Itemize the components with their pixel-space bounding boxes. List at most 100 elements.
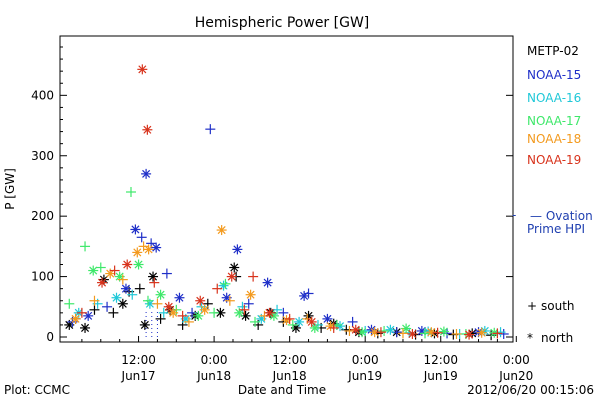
point-metp-02-south (134, 283, 145, 294)
point-noaa-19-north (97, 277, 108, 288)
point-noaa-17-north (438, 326, 449, 337)
point-noaa-17-south (95, 262, 106, 273)
point-noaa-19-north (137, 64, 148, 75)
footer-credit: Plot: CCMC (4, 383, 70, 397)
point-metp-02-north (139, 319, 150, 330)
legend-item-noaa-15: NOAA-15 (527, 68, 581, 82)
point-metp-02-north (148, 271, 159, 282)
point-noaa-18-south (224, 295, 235, 306)
point-noaa-17-south (220, 278, 231, 289)
point-metp-02-north (117, 298, 128, 309)
point-metp-02-north (229, 262, 240, 273)
point-noaa-19-south (432, 327, 443, 338)
point-noaa-18-north (70, 313, 81, 324)
x-tick-date-label: Jun20 (498, 369, 533, 383)
point-noaa-18-north (216, 225, 227, 236)
point-noaa-18-north (245, 289, 256, 300)
point-noaa-19-north (142, 124, 153, 135)
legend-north-symbol: * (527, 331, 533, 345)
point-noaa-17-south (125, 187, 136, 197)
x-tick-time-label: 12:00 (121, 353, 156, 367)
legend-item-noaa-16: NOAA-16 (527, 91, 581, 105)
chart-title: Hemispheric Power [GW] (195, 15, 370, 31)
point-noaa-16-south (158, 307, 169, 318)
y-tick-label: 400 (31, 88, 54, 102)
point-noaa-19-north (122, 259, 133, 270)
point-noaa-15-south (347, 316, 358, 327)
legend-item-noaa-17: NOAA-17 (527, 114, 581, 128)
point-noaa-19-south (492, 328, 503, 339)
point-noaa-17-north (133, 259, 144, 270)
point-noaa-18-south (259, 310, 270, 321)
legend-item-metp-02: METP-02 (527, 44, 579, 58)
point-noaa-18-north (143, 244, 154, 255)
y-axis-label: P [GW] (3, 168, 17, 210)
point-noaa-19-north (350, 324, 361, 335)
point-metp-02-north (80, 322, 91, 333)
point-noaa-15-south (205, 124, 216, 135)
x-tick-date-label: Jun19 (423, 369, 458, 383)
point-noaa-18-north (199, 304, 210, 315)
point-noaa-19-north (264, 307, 275, 318)
point-noaa-18-north (105, 268, 116, 279)
point-noaa-15-south (303, 288, 314, 299)
point-noaa-19-north (195, 295, 206, 306)
point-noaa-19-north (163, 301, 174, 312)
point-noaa-15-north (141, 168, 152, 179)
footer-timestamp: 2012/06/20 00:15:06 (467, 383, 594, 397)
x-tick-time-label: 0:00 (201, 353, 228, 367)
point-noaa-16-north (111, 292, 122, 303)
data-points (64, 64, 509, 341)
point-noaa-19-south (284, 313, 295, 324)
y-axis-ticks: 0 100 200 300 400 (31, 46, 513, 344)
point-noaa-19-south (76, 307, 87, 318)
point-noaa-17-south (287, 319, 298, 330)
point-noaa-19-south (375, 327, 386, 338)
point-noaa-17-south (420, 328, 431, 339)
legend-ovation-line2: Prime HPI (527, 222, 585, 236)
point-noaa-17-south (250, 316, 261, 327)
point-noaa-15-north (322, 313, 333, 324)
point-noaa-19-south (212, 283, 223, 294)
legend-north-label: north (541, 331, 573, 345)
point-noaa-17-north (155, 289, 166, 300)
x-tick-time-label: 0:00 (352, 353, 379, 367)
point-noaa-15-south (161, 268, 172, 279)
point-noaa-15-north (83, 310, 94, 321)
point-noaa-18-south (89, 295, 100, 306)
point-noaa-17-north (88, 265, 99, 276)
point-noaa-15-south (243, 298, 254, 309)
x-axis-label: Date and Time (238, 383, 326, 397)
point-noaa-15-north (151, 242, 162, 253)
point-noaa-17-south (64, 298, 75, 309)
point-metp-02-north (290, 322, 301, 333)
y-tick-label: 300 (31, 149, 54, 163)
y-tick-label: 0 (46, 330, 54, 344)
x-tick-date-label: Jun19 (347, 369, 382, 383)
point-metp-02-south (155, 313, 166, 324)
point-noaa-15-north (130, 224, 141, 235)
point-noaa-18-north (132, 247, 143, 258)
point-noaa-18-south (397, 328, 408, 339)
point-noaa-18-north (476, 327, 487, 338)
x-tick-date-label: Jun18 (272, 369, 307, 383)
point-noaa-18-north (168, 307, 179, 318)
point-noaa-18-south (138, 241, 149, 252)
point-noaa-19-south (149, 277, 160, 288)
point-noaa-19-south (248, 271, 259, 282)
point-noaa-18-north (426, 327, 437, 338)
legend-item-noaa-19: NOAA-19 (527, 153, 581, 167)
legend-south-label: south (541, 299, 575, 313)
y-tick-label: 100 (31, 270, 54, 284)
x-tick-date-label: Jun17 (121, 369, 156, 383)
point-noaa-16-south (127, 289, 138, 300)
point-noaa-19-north (226, 271, 237, 282)
x-tick-time-label: 12:00 (423, 353, 458, 367)
point-noaa-15-north (232, 244, 243, 255)
x-axis-ticks: 12:00 Jun17 0:00 Jun18 12:00 Jun18 0:00 Jun19 12… (81, 336, 533, 383)
point-noaa-17-north (401, 323, 412, 334)
point-noaa-17-north (193, 310, 204, 321)
point-metp-02-south (89, 304, 100, 315)
point-noaa-17-south (80, 241, 91, 252)
